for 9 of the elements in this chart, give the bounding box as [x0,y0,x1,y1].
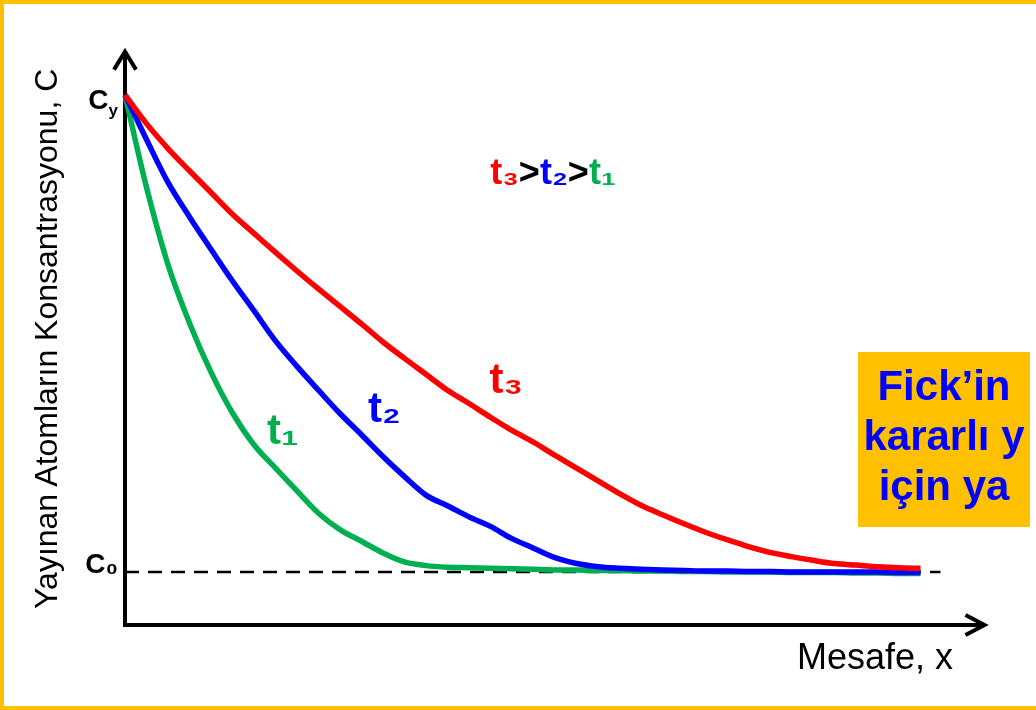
series-label: t₃ [489,355,523,403]
series-label: t₁ [267,405,299,453]
y-axis-title: Yayınan Atomların Konsantrasyonu, C [28,68,65,609]
callout-box: Fick’in kararlı y için ya [858,352,1030,527]
annotation: t₃>t₂>t₁ [490,151,616,192]
series-label: t₂ [368,383,401,431]
annotation: Fick’in kararlı y için ya [862,361,1026,511]
x-axis-title: Mesafe, x [796,636,953,677]
ref-line-label: C₀ [85,548,118,579]
